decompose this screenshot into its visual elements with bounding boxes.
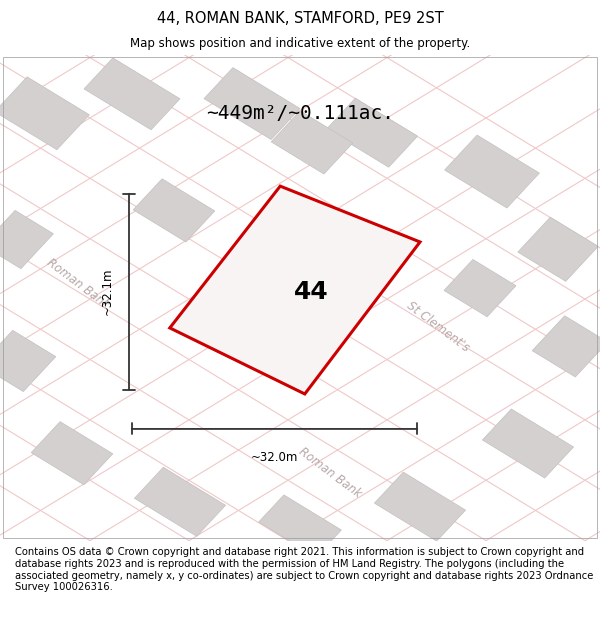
- Polygon shape: [374, 472, 466, 541]
- Text: 44, ROMAN BANK, STAMFORD, PE9 2ST: 44, ROMAN BANK, STAMFORD, PE9 2ST: [157, 11, 443, 26]
- Text: Roman Bank: Roman Bank: [44, 256, 112, 311]
- Text: St Clement's: St Clement's: [404, 299, 472, 354]
- Polygon shape: [133, 179, 215, 242]
- Text: Contains OS data © Crown copyright and database right 2021. This information is : Contains OS data © Crown copyright and d…: [15, 548, 593, 592]
- Polygon shape: [204, 68, 300, 139]
- Polygon shape: [31, 422, 113, 485]
- Polygon shape: [445, 135, 539, 208]
- Polygon shape: [84, 58, 180, 130]
- Text: 44: 44: [295, 281, 329, 304]
- Polygon shape: [259, 495, 341, 557]
- Polygon shape: [482, 409, 574, 478]
- Polygon shape: [326, 98, 418, 168]
- Text: ~32.0m: ~32.0m: [251, 451, 298, 464]
- Polygon shape: [0, 211, 53, 269]
- Polygon shape: [170, 186, 420, 394]
- Polygon shape: [0, 77, 89, 150]
- Polygon shape: [444, 259, 516, 317]
- Polygon shape: [532, 316, 600, 377]
- Polygon shape: [134, 468, 226, 536]
- Polygon shape: [271, 111, 353, 174]
- Text: Map shows position and indicative extent of the property.: Map shows position and indicative extent…: [130, 38, 470, 51]
- Polygon shape: [518, 217, 598, 281]
- Text: ~449m²/~0.111ac.: ~449m²/~0.111ac.: [206, 104, 394, 122]
- Text: Roman Bank: Roman Bank: [296, 445, 364, 501]
- Polygon shape: [0, 331, 56, 391]
- Text: ~32.1m: ~32.1m: [101, 268, 114, 316]
